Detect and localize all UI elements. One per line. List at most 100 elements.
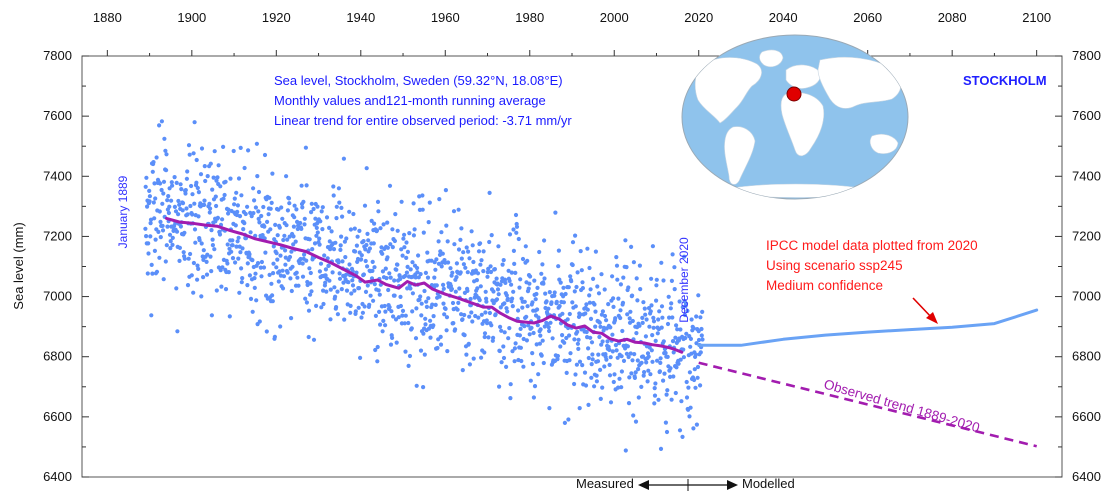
scatter-point — [450, 270, 455, 275]
scatter-point — [572, 289, 577, 294]
scatter-point — [671, 374, 676, 379]
scatter-point — [486, 335, 491, 340]
scatter-point — [674, 323, 679, 328]
scatter-point — [158, 235, 163, 240]
scatter-point — [190, 192, 195, 197]
scatter-point — [445, 349, 450, 354]
scatter-point — [331, 247, 337, 252]
scatter-point — [402, 245, 407, 250]
scatter-point — [450, 300, 456, 306]
scatter-point — [401, 236, 406, 241]
scatter-point — [470, 319, 475, 324]
scatter-point — [209, 313, 214, 318]
scatter-point — [270, 293, 275, 298]
scatter-point — [694, 422, 700, 427]
scatter-point — [311, 337, 317, 342]
scatter-point — [143, 184, 148, 189]
scatter-point — [154, 269, 160, 274]
scatter-point — [456, 207, 461, 212]
scatter-point — [539, 353, 544, 358]
ipcc-line-2: Using scenario ssp245 — [766, 258, 903, 273]
scatter-point — [513, 270, 518, 275]
scatter-point — [188, 251, 193, 257]
scatter-point — [414, 383, 419, 388]
scatter-point — [339, 287, 344, 292]
scatter-point — [661, 339, 666, 344]
scatter-point — [399, 199, 404, 204]
scatter-point — [513, 212, 519, 218]
scatter-point — [547, 406, 552, 411]
scatter-point — [651, 319, 657, 324]
scatter-point — [646, 354, 651, 359]
scatter-point — [238, 145, 243, 150]
scatter-point — [428, 318, 433, 323]
scatter-point — [424, 304, 429, 309]
scatter-point — [259, 213, 264, 219]
scatter-point — [217, 232, 223, 237]
scatter-point — [323, 273, 328, 278]
scatter-point — [462, 312, 467, 318]
scatter-point — [547, 328, 552, 334]
scatter-point — [177, 245, 182, 250]
scatter-point — [634, 276, 639, 281]
scatter-point — [625, 344, 631, 349]
scatter-point — [196, 266, 201, 271]
scatter-point — [475, 271, 481, 276]
scatter-point — [619, 354, 624, 359]
scatter-point — [204, 259, 209, 264]
scatter-point — [410, 309, 415, 314]
scatter-point — [540, 338, 545, 343]
scatter-point — [541, 281, 546, 286]
measured-modelled-arrow — [638, 479, 738, 491]
scatter-point — [298, 220, 303, 226]
scatter-point — [692, 377, 697, 383]
scatter-point — [589, 375, 594, 380]
scatter-point — [451, 321, 456, 326]
scatter-point — [605, 339, 610, 344]
scatter-point — [410, 291, 415, 296]
scatter-point — [646, 306, 652, 311]
scatter-point — [522, 324, 527, 329]
scatter-point — [268, 227, 273, 232]
scatter-point — [565, 317, 570, 322]
scatter-point — [632, 375, 638, 380]
scatter-point — [678, 327, 683, 332]
scatter-point — [444, 315, 450, 320]
scatter-point — [460, 368, 465, 373]
scatter-point — [323, 267, 328, 272]
scatter-point — [589, 340, 595, 345]
scatter-point — [216, 163, 221, 168]
scatter-point — [157, 209, 162, 214]
scatter-point — [448, 266, 453, 271]
scatter-point — [264, 293, 269, 298]
scatter-point — [184, 176, 189, 181]
scatter-point — [271, 271, 276, 276]
scatter-point — [214, 203, 219, 209]
scatter-point — [695, 375, 700, 380]
scatter-point — [337, 276, 343, 281]
scatter-point — [567, 333, 572, 338]
scatter-point — [535, 285, 540, 290]
scatter-point — [187, 152, 192, 157]
scatter-point — [493, 312, 498, 317]
scatter-point — [671, 350, 676, 355]
scatter-point — [256, 189, 262, 195]
scatter-point — [315, 204, 320, 209]
scatter-point — [498, 324, 503, 329]
scatter-point — [372, 265, 377, 270]
scatter-point — [339, 205, 344, 210]
scatter-point — [564, 370, 569, 375]
scatter-point — [621, 358, 627, 363]
scatter-point — [392, 293, 397, 298]
scatter-point — [160, 228, 166, 233]
scatter-point — [552, 293, 557, 298]
scatter-point — [570, 240, 576, 245]
scatter-point — [241, 227, 246, 232]
scatter-point — [512, 261, 517, 266]
scatter-point — [597, 334, 602, 340]
scatter-point — [391, 314, 396, 319]
scatter-point — [611, 379, 616, 385]
scatter-point — [236, 235, 241, 240]
scatter-point — [519, 358, 524, 364]
scatter-point — [659, 260, 664, 265]
